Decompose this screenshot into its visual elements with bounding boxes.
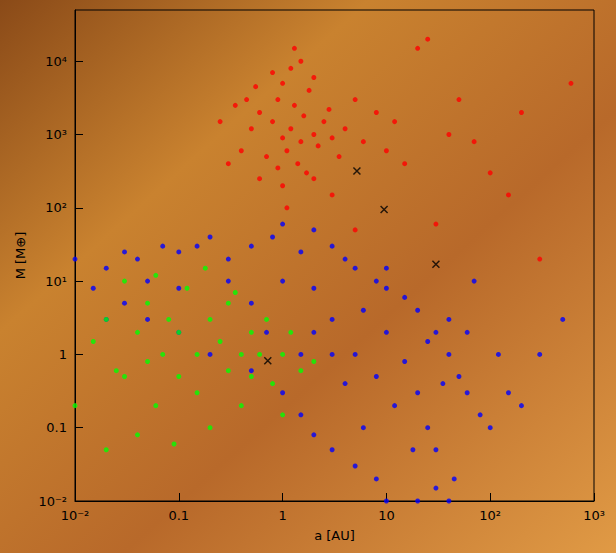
svg-text:10⁻²: 10⁻² bbox=[61, 508, 90, 523]
svg-text:0.1: 0.1 bbox=[168, 508, 189, 523]
svg-text:0.1: 0.1 bbox=[46, 420, 67, 435]
svg-text:1: 1 bbox=[59, 347, 67, 362]
svg-text:M [M⊕]: M [M⊕] bbox=[13, 232, 28, 280]
svg-text:10²: 10² bbox=[479, 508, 501, 523]
svg-text:1: 1 bbox=[278, 508, 286, 523]
svg-text:10²: 10² bbox=[45, 200, 67, 215]
svg-text:a [AU]: a [AU] bbox=[314, 528, 355, 543]
svg-text:10³: 10³ bbox=[45, 127, 67, 142]
svg-text:10³: 10³ bbox=[583, 508, 605, 523]
svg-text:10⁴: 10⁴ bbox=[45, 54, 67, 69]
svg-text:10¹: 10¹ bbox=[45, 274, 67, 289]
svg-text:10: 10 bbox=[378, 508, 395, 523]
svg-text:10⁻²: 10⁻² bbox=[38, 494, 67, 509]
